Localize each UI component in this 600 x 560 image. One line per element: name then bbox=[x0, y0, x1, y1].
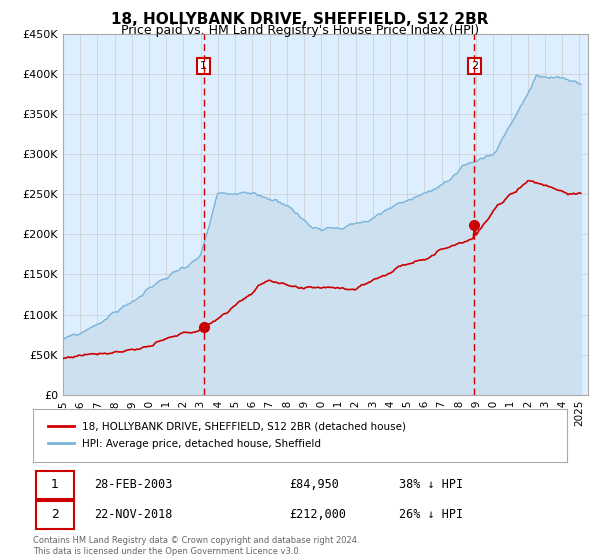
Text: 38% ↓ HPI: 38% ↓ HPI bbox=[399, 478, 463, 492]
Text: £84,950: £84,950 bbox=[289, 478, 339, 492]
Text: 22-NOV-2018: 22-NOV-2018 bbox=[94, 508, 173, 521]
Legend: 18, HOLLYBANK DRIVE, SHEFFIELD, S12 2BR (detached house), HPI: Average price, de: 18, HOLLYBANK DRIVE, SHEFFIELD, S12 2BR … bbox=[44, 418, 410, 453]
Text: 1: 1 bbox=[200, 60, 207, 71]
Text: 2: 2 bbox=[51, 508, 59, 521]
Text: 28-FEB-2003: 28-FEB-2003 bbox=[94, 478, 173, 492]
Text: £212,000: £212,000 bbox=[289, 508, 346, 521]
Text: Contains HM Land Registry data © Crown copyright and database right 2024.
This d: Contains HM Land Registry data © Crown c… bbox=[33, 536, 359, 556]
Text: 2: 2 bbox=[471, 60, 478, 71]
Text: 18, HOLLYBANK DRIVE, SHEFFIELD, S12 2BR: 18, HOLLYBANK DRIVE, SHEFFIELD, S12 2BR bbox=[111, 12, 489, 27]
FancyBboxPatch shape bbox=[35, 501, 74, 529]
FancyBboxPatch shape bbox=[35, 471, 74, 499]
Text: 1: 1 bbox=[51, 478, 59, 492]
Text: 26% ↓ HPI: 26% ↓ HPI bbox=[399, 508, 463, 521]
Text: Price paid vs. HM Land Registry's House Price Index (HPI): Price paid vs. HM Land Registry's House … bbox=[121, 24, 479, 37]
